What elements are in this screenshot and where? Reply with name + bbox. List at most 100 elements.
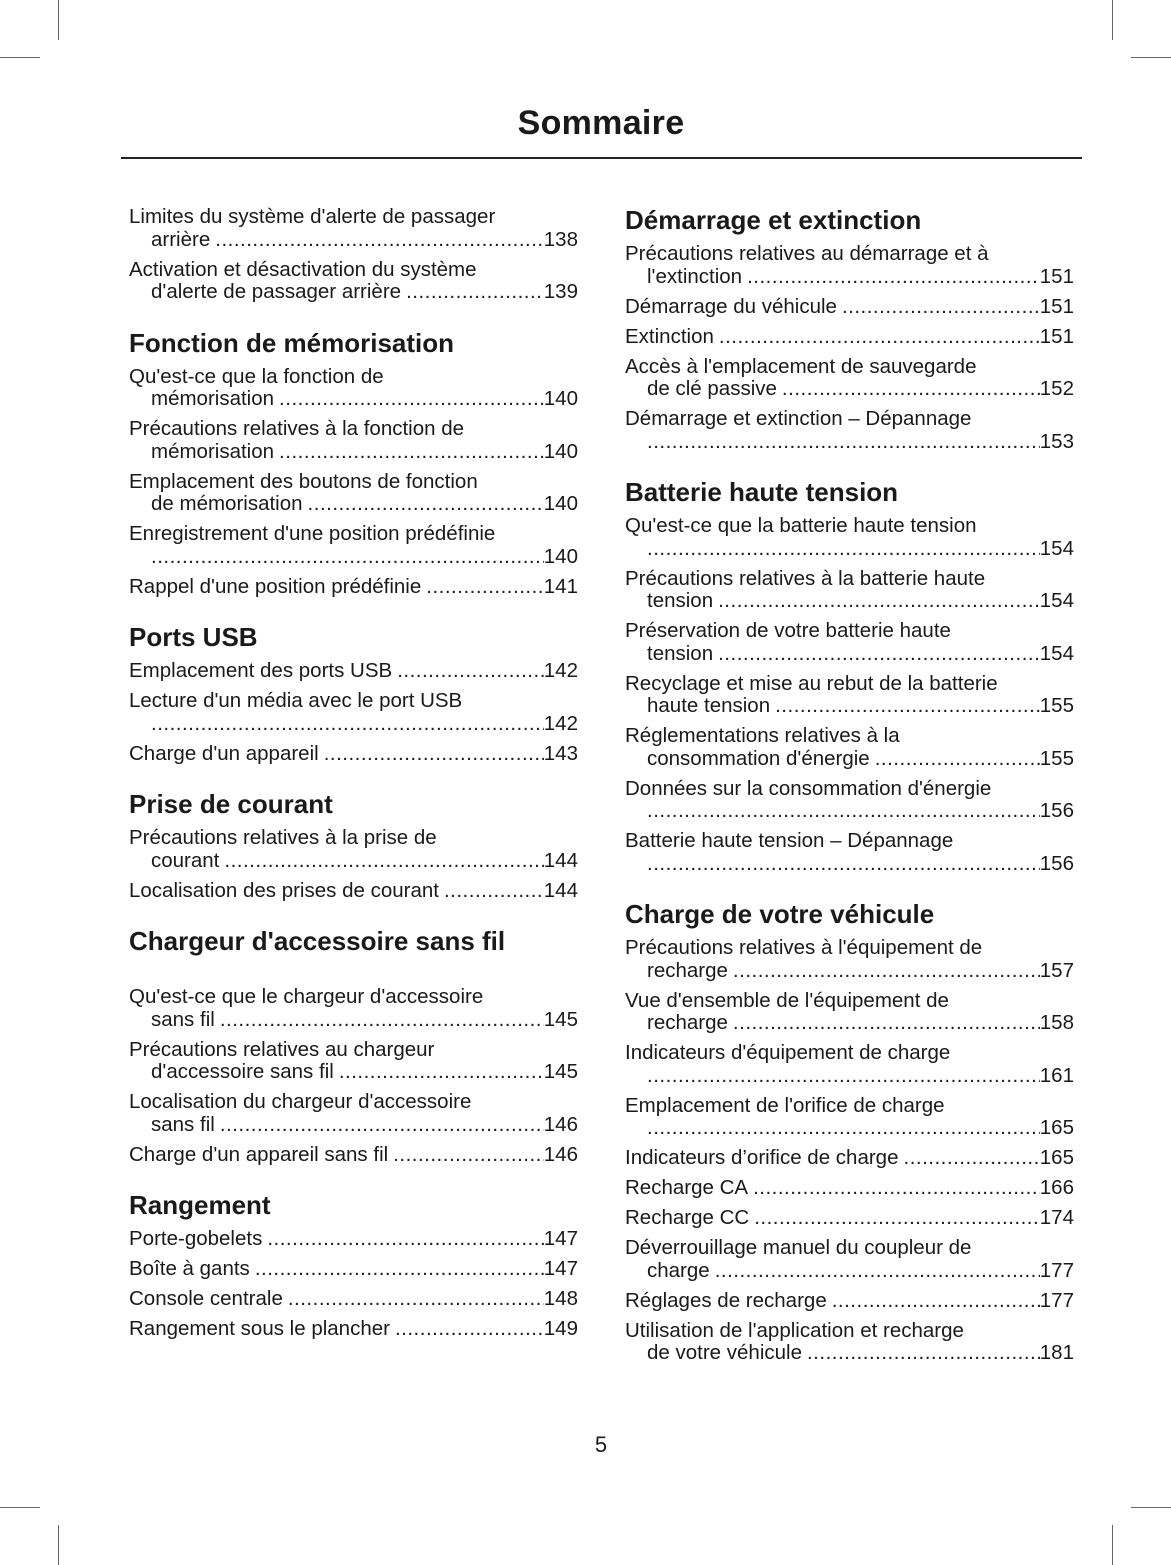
toc-page-link[interactable]: 181: [1039, 1342, 1074, 1364]
toc-entry[interactable]: Indicateurs d'équipement de charge......…: [625, 1042, 1074, 1087]
toc-page-link[interactable]: 158: [1039, 1012, 1074, 1034]
toc-entry[interactable]: Indicateurs d’orifice de charge.........…: [625, 1147, 1074, 1170]
toc-entry[interactable]: Console centrale........................…: [129, 1288, 578, 1311]
toc-entry[interactable]: Réglementations relatives à la consommati…: [625, 725, 1074, 770]
toc-entry-title: l'extinction: [647, 265, 743, 288]
toc-entry-line: Précautions relatives à la batterie haut…: [625, 568, 1074, 591]
toc-entry-title: arrière: [151, 228, 211, 251]
toc-entry[interactable]: Extinction..............................…: [625, 326, 1074, 349]
section-heading: Batterie haute tension: [625, 477, 899, 507]
toc-entry[interactable]: Démarrage du véhicule...................…: [625, 296, 1074, 319]
toc-page-link[interactable]: 155: [1039, 747, 1074, 770]
toc-page-link[interactable]: 151: [1039, 325, 1074, 348]
toc-page-link[interactable]: 177: [1039, 1259, 1074, 1282]
toc-entry[interactable]: Boîte à gants...........................…: [129, 1258, 578, 1281]
toc-entry[interactable]: Précautions relatives au chargeur d'acces…: [129, 1039, 578, 1084]
toc-page-link[interactable]: 147: [543, 1258, 578, 1280]
toc-entry-title: Qu'est-ce que la batterie haute tension: [625, 515, 977, 537]
toc-page-link[interactable]: 140: [543, 545, 578, 568]
toc-page-link[interactable]: 148: [543, 1288, 578, 1310]
toc-page-link[interactable]: 138: [543, 228, 578, 251]
toc-entry[interactable]: Emplacement des ports USB...............…: [129, 660, 578, 683]
toc-entry-line: Qu'est-ce que le chargeur d'accessoire: [129, 986, 578, 1009]
toc-entry[interactable]: Qu'est-ce que la fonction de mémorisation…: [129, 366, 578, 411]
toc-page-link[interactable]: 142: [543, 712, 578, 735]
toc-page-link[interactable]: 144: [543, 849, 578, 872]
toc-page-link[interactable]: 177: [1039, 1289, 1074, 1312]
toc-page-link[interactable]: 140: [543, 440, 578, 463]
toc-entry[interactable]: Données sur la consommation d'énergie...…: [625, 778, 1074, 823]
toc-page-link[interactable]: 146: [543, 1113, 578, 1136]
toc-entry[interactable]: Lecture d'un média avec le port USB.....…: [129, 690, 578, 735]
toc-entry[interactable]: Charge d'un appareil....................…: [129, 743, 578, 766]
toc-page-link[interactable]: 154: [1039, 537, 1074, 560]
toc-page-link[interactable]: 142: [543, 660, 578, 682]
toc-entry[interactable]: Précautions relatives à l'équipement de r…: [625, 937, 1074, 982]
toc-entry[interactable]: Activation et désactivation du système d'…: [129, 259, 578, 304]
toc-entry-title: Charge d'un appareil: [129, 742, 319, 765]
toc-entry[interactable]: Charge d'un appareil sans fil...........…: [129, 1144, 578, 1167]
toc-entry[interactable]: Vue d'ensemble de l'équipement de recharg…: [625, 990, 1074, 1035]
toc-page-link[interactable]: 151: [1039, 265, 1074, 288]
toc-page-link[interactable]: 157: [1039, 959, 1074, 982]
toc-page-link[interactable]: 143: [543, 742, 578, 765]
toc-entry[interactable]: Batterie haute tension – Dépannage......…: [625, 830, 1074, 875]
toc-entry[interactable]: Rappel d'une position prédéfinie........…: [129, 576, 578, 599]
toc-entry[interactable]: Qu'est-ce que la batterie haute tension.…: [625, 515, 1074, 560]
toc-page-link[interactable]: 155: [1039, 695, 1074, 717]
toc-entry[interactable]: Emplacement des boutons de fonction de mé…: [129, 471, 578, 516]
toc-page-link[interactable]: 140: [543, 388, 578, 410]
toc-entry-title: Indicateurs d’orifice de charge: [625, 1147, 899, 1169]
toc-page-link[interactable]: 149: [543, 1318, 578, 1340]
toc-entry[interactable]: Précautions relatives à la batterie haut…: [625, 568, 1074, 613]
toc-page-link[interactable]: 174: [1039, 1207, 1074, 1229]
toc-page-link[interactable]: 151: [1039, 295, 1074, 318]
toc-entry[interactable]: Réglages de recharge....................…: [625, 1290, 1074, 1313]
toc-entry-title: courant: [151, 849, 220, 872]
toc-entry[interactable]: Précautions relatives à la prise de coura…: [129, 827, 578, 872]
toc-page-link[interactable]: 145: [543, 1061, 578, 1083]
toc-page-link[interactable]: 144: [543, 879, 578, 902]
toc-page-link[interactable]: 165: [1039, 1147, 1074, 1169]
toc-entry[interactable]: Limites du système d'alerte de passager a…: [129, 206, 578, 251]
toc-entry[interactable]: Déverrouillage manuel du coupleur de char…: [625, 1237, 1074, 1282]
toc-page-link[interactable]: 141: [543, 575, 578, 598]
toc-entry[interactable]: Rangement sous le plancher..............…: [129, 1318, 578, 1341]
toc-entry[interactable]: Enregistrement d'une position prédéfinie…: [129, 523, 578, 568]
toc-entry[interactable]: Recharge CC.............................…: [625, 1207, 1074, 1230]
toc-page-link[interactable]: 156: [1039, 852, 1074, 875]
toc-entry-line: Emplacement des boutons de fonction: [129, 471, 578, 494]
toc-entry[interactable]: Qu'est-ce que le chargeur d'accessoire sa…: [129, 986, 578, 1031]
toc-entry-line: charge..................................…: [625, 1260, 1074, 1283]
toc-page-link[interactable]: 161: [1039, 1064, 1074, 1087]
toc-page-link[interactable]: 147: [543, 1228, 578, 1250]
toc-page-link[interactable]: 166: [1039, 1177, 1074, 1199]
toc-entry[interactable]: Porte-gobelets..........................…: [129, 1228, 578, 1251]
toc-entry[interactable]: Localisation des prises de courant......…: [129, 880, 578, 903]
section-heading: Charge de votre véhicule: [625, 899, 935, 929]
toc-page-link[interactable]: 152: [1039, 378, 1074, 400]
toc-entry-line: mémorisation............................…: [129, 441, 578, 464]
toc-entry[interactable]: Préservation de votre batterie haute tens…: [625, 620, 1074, 665]
toc-page-link[interactable]: 146: [543, 1143, 578, 1166]
toc-entry[interactable]: Démarrage et extinction – Dépannage.....…: [625, 408, 1074, 453]
toc-entry-title: Réglementations relatives à la: [625, 725, 900, 747]
toc-page-link[interactable]: 140: [543, 493, 578, 515]
dot-leader: ........................................…: [443, 879, 544, 902]
toc-page-link[interactable]: 156: [1039, 800, 1074, 822]
toc-page-link[interactable]: 153: [1039, 430, 1074, 453]
toc-page-link[interactable]: 154: [1039, 642, 1074, 665]
toc-entry-title: Données sur la consommation d'énergie: [625, 777, 992, 800]
toc-entry[interactable]: Précautions relatives à la fonction de mé…: [129, 418, 578, 463]
toc-entry[interactable]: Accès à l'emplacement de sauvegarde de cl…: [625, 356, 1074, 401]
toc-entry[interactable]: Emplacement de l'orifice de charge......…: [625, 1095, 1074, 1140]
toc-entry[interactable]: Recyclage et mise au rebut de la batteri…: [625, 673, 1074, 718]
toc-page-link[interactable]: 165: [1039, 1117, 1074, 1139]
toc-entry[interactable]: Localisation du chargeur d'accessoire san…: [129, 1091, 578, 1136]
toc-page-link[interactable]: 154: [1039, 590, 1074, 612]
toc-entry[interactable]: Recharge CA.............................…: [625, 1177, 1074, 1200]
toc-page-link[interactable]: 139: [543, 281, 578, 303]
toc-entry[interactable]: Utilisation de l'application et recharge…: [625, 1320, 1074, 1365]
toc-page-link[interactable]: 145: [543, 1008, 578, 1031]
